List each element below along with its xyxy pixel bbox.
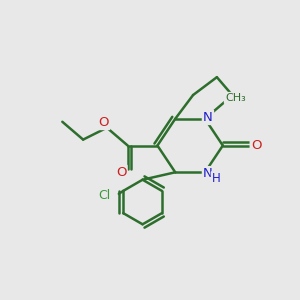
Text: N: N [203,111,213,124]
Text: O: O [116,166,126,179]
Text: O: O [99,116,109,129]
Text: Cl: Cl [98,189,110,202]
Text: O: O [251,139,261,152]
Text: CH₃: CH₃ [225,93,246,103]
Text: N: N [203,167,213,180]
Text: H: H [212,172,221,185]
